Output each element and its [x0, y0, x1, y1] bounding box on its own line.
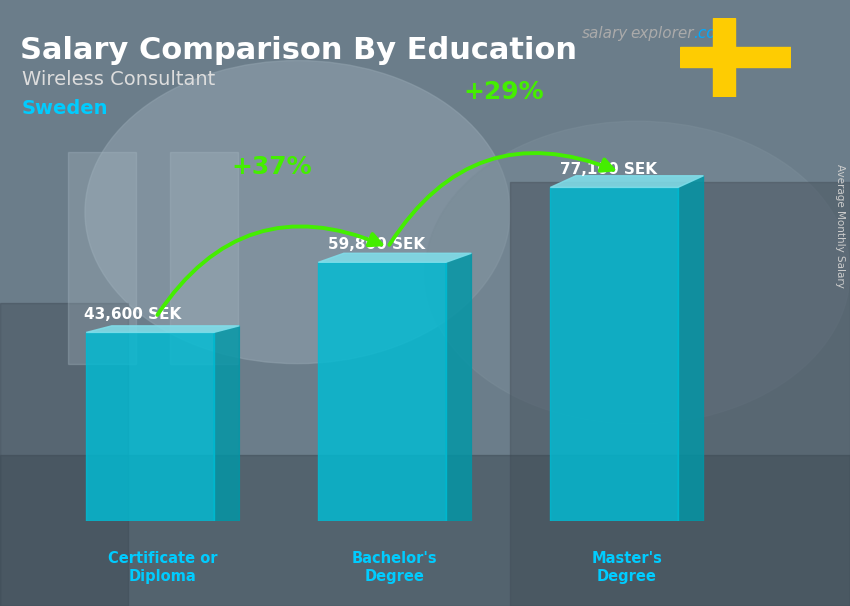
Bar	[0, 454, 850, 606]
Text: Certificate or
Diploma: Certificate or Diploma	[108, 551, 218, 584]
Polygon shape	[318, 262, 446, 521]
Polygon shape	[214, 326, 240, 521]
Ellipse shape	[425, 121, 850, 424]
Text: Bachelor's
Degree: Bachelor's Degree	[352, 551, 438, 584]
Text: 77,100 SEK: 77,100 SEK	[560, 162, 657, 177]
Polygon shape	[86, 326, 240, 333]
Text: Master's
Degree: Master's Degree	[592, 551, 662, 584]
Polygon shape	[86, 333, 214, 521]
Polygon shape	[550, 187, 678, 521]
Text: salary: salary	[582, 26, 628, 41]
Ellipse shape	[85, 61, 510, 364]
Bar	[170, 152, 238, 364]
Polygon shape	[318, 253, 472, 262]
Polygon shape	[678, 176, 704, 521]
Text: +29%: +29%	[463, 80, 544, 104]
Polygon shape	[446, 253, 472, 521]
Text: Salary Comparison By Education: Salary Comparison By Education	[20, 36, 577, 65]
Text: Average Monthly Salary: Average Monthly Salary	[835, 164, 845, 288]
Text: 43,600 SEK: 43,600 SEK	[84, 307, 181, 322]
Bar	[0, 303, 128, 606]
Text: explorer: explorer	[630, 26, 694, 41]
Text: Sweden: Sweden	[22, 99, 109, 118]
Bar	[510, 182, 850, 606]
Bar	[68, 152, 136, 364]
Polygon shape	[550, 176, 704, 187]
Text: .com: .com	[693, 26, 730, 41]
Bar	[713, 18, 735, 97]
Text: Wireless Consultant: Wireless Consultant	[22, 70, 215, 89]
Text: +37%: +37%	[231, 155, 312, 179]
Bar	[680, 47, 790, 67]
Text: 59,800 SEK: 59,800 SEK	[328, 237, 425, 252]
